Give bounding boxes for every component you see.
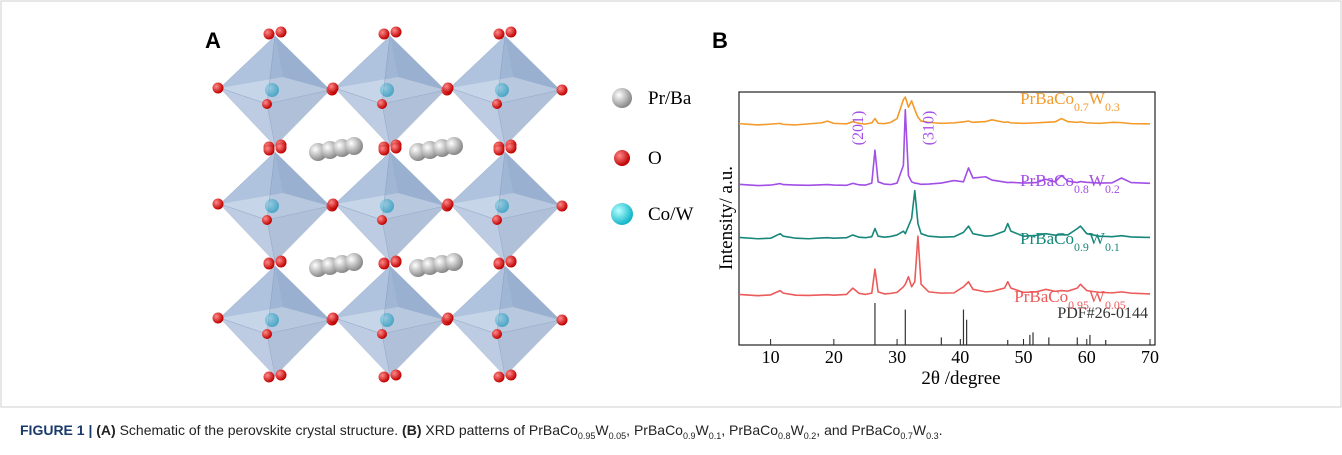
series-label: PrBaCo0.7W0.3 — [1020, 89, 1120, 114]
caption-label: (A) — [96, 422, 115, 438]
peak-annotation: (310) — [920, 111, 937, 146]
series-label: PrBaCo0.8W0.2 — [1020, 171, 1120, 196]
legend-label: Pr/Ba — [648, 88, 692, 109]
caption-text: XRD patterns of PrBaCo0.95W0.05, PrBaCo0… — [425, 422, 942, 438]
legend-label: O — [648, 148, 662, 169]
caption-label: (B) — [402, 422, 421, 438]
crystal-structure — [213, 27, 568, 383]
x-tick-label: 10 — [762, 347, 780, 367]
series-label: PrBaCo0.9W0.1 — [1020, 229, 1120, 254]
x-tick-label: 60 — [1078, 347, 1096, 367]
x-tick-label: 70 — [1141, 347, 1159, 367]
x-tick-label: 20 — [825, 347, 843, 367]
x-tick-label: 30 — [888, 347, 906, 367]
figure-number: FIGURE 1 | — [20, 422, 92, 438]
panel-label: B — [712, 28, 728, 53]
page: A Pr/Ba O Co/W B 2θ /degree Intensity/ a… — [0, 0, 1342, 455]
x-tick-label: 40 — [951, 347, 969, 367]
structure-legend: Pr/Ba O Co/W — [611, 88, 693, 225]
x-tick-label: 50 — [1015, 347, 1033, 367]
y-axis-label: Intensity/ a.u. — [716, 166, 737, 270]
x-axis-label: 2θ /degree — [921, 368, 1000, 389]
caption: FIGURE 1 | (A) Schematic of the perovski… — [20, 422, 943, 441]
panel-label: A — [205, 28, 221, 53]
caption-text: Schematic of the perovskite crystal stru… — [120, 422, 399, 438]
figure: A Pr/Ba O Co/W B 2θ /degree Intensity/ a… — [0, 0, 1342, 410]
peak-annotation: (201) — [850, 111, 867, 146]
legend-label: Co/W — [648, 204, 693, 225]
